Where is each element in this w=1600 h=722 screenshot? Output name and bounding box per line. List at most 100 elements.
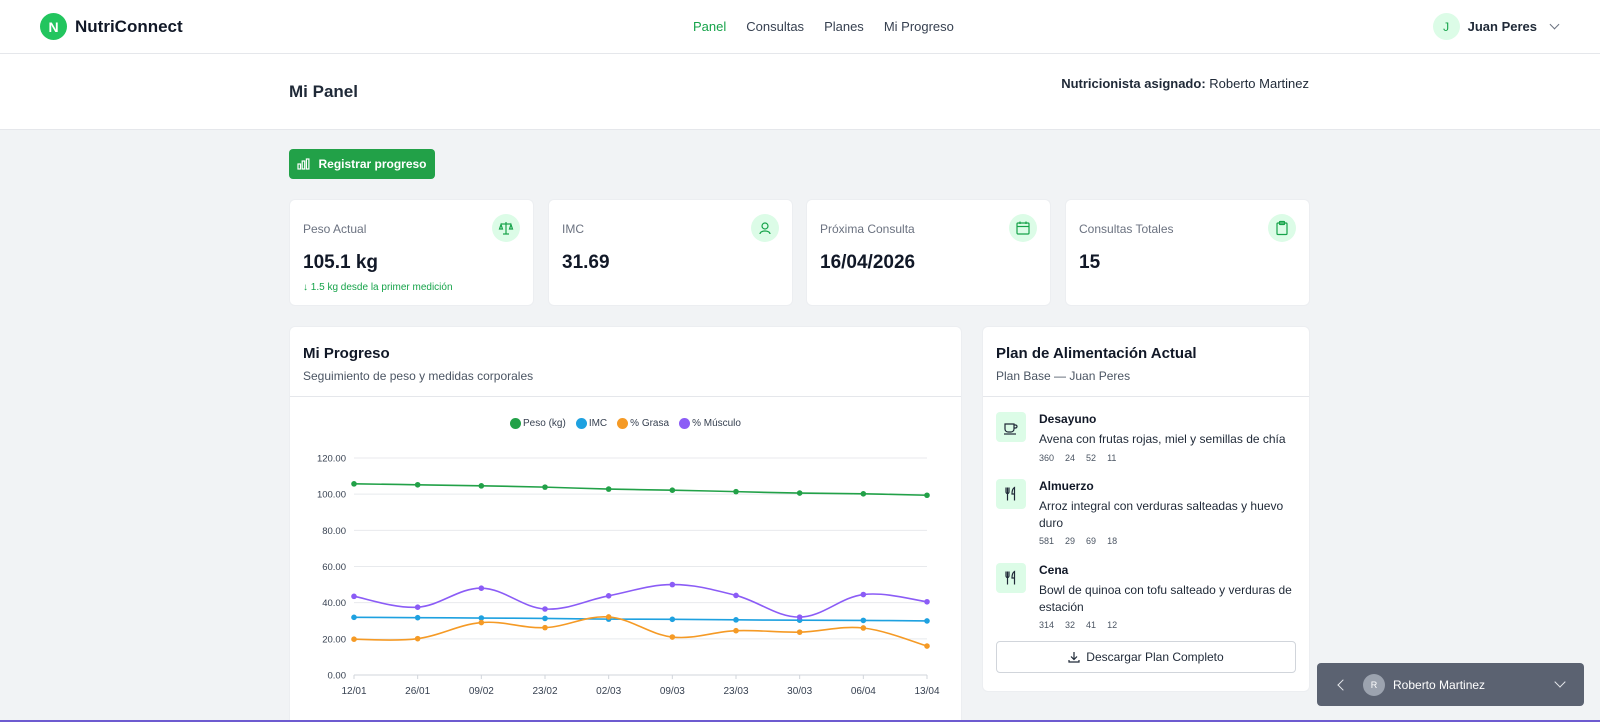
data-point	[860, 491, 867, 497]
data-point	[478, 483, 485, 489]
progress-chart: 0.00 20.00 40.00 60.00 80.00 100.00 120.00 12/0…	[317, 454, 940, 698]
user-icon	[751, 214, 779, 242]
x-tick-label: 23/02	[532, 686, 557, 697]
data-point	[796, 490, 803, 496]
meal-description: Bowl de quinoa con tofu salteado y verdu…	[1039, 583, 1292, 614]
meal-name: Cena	[1039, 563, 1069, 577]
meal-description: Avena con frutas rojas, miel y semillas …	[1039, 432, 1286, 446]
stat-card-bmi: IMC 31.69	[548, 199, 793, 306]
data-point	[478, 585, 485, 591]
assigned-nutritionist: Nutricionista asignado: Roberto Martinez	[1061, 76, 1309, 91]
macro-value: 314	[1039, 620, 1055, 630]
legend-item-bmi[interactable]: IMC	[575, 418, 608, 429]
data-point	[924, 492, 930, 499]
stat-card-next-appointment: Próxima Consulta 16/04/2026	[806, 199, 1051, 306]
brand-name: NutriConnect	[75, 16, 183, 36]
data-point	[669, 634, 676, 640]
chart-legend: Peso (kg) IMC % Grasa % Músculo	[290, 418, 961, 429]
legend-swatch	[510, 418, 522, 429]
meal-plan-subtitle: Plan Base — Juan Peres	[996, 369, 1131, 383]
x-tick-label: 23/03	[723, 686, 748, 697]
data-point	[351, 481, 357, 487]
macro-value: 360	[1039, 453, 1055, 463]
progress-card: Mi Progreso Seguimiento de peso y medida…	[289, 326, 962, 722]
data-point	[733, 488, 739, 495]
meal-plan-title: Plan de Alimentación Actual	[996, 345, 1197, 362]
bar-chart-icon	[297, 158, 310, 170]
brand[interactable]: N NutriConnect	[40, 13, 183, 40]
data-point	[733, 592, 739, 599]
meal-macros: 581 29 69 18	[1039, 536, 1117, 546]
download-plan-label: Descargar Plan Completo	[1086, 650, 1224, 664]
x-tick-label: 09/03	[660, 686, 685, 697]
top-navbar: N NutriConnect Panel Consultas Planes Mi…	[0, 0, 1600, 54]
legend-item-fat[interactable]: % Grasa	[617, 418, 669, 429]
register-progress-label: Registrar progreso	[318, 157, 427, 171]
legend-label: IMC	[588, 418, 608, 429]
y-tick-label: 100.00	[317, 490, 346, 501]
data-point	[542, 615, 548, 622]
x-tick-label: 06/04	[851, 686, 876, 697]
meal-name: Desayuno	[1039, 412, 1097, 426]
y-tick-label: 20.00	[322, 634, 346, 645]
macro-value: 11	[1107, 453, 1117, 463]
legend-item-muscle[interactable]: % Músculo	[679, 418, 741, 429]
stat-label: Próxima Consulta	[820, 222, 915, 236]
avatar: R	[1363, 673, 1385, 696]
avatar: J	[1432, 13, 1460, 40]
nutritionist-name: Roberto Martinez	[1209, 76, 1309, 91]
macro-value: 18	[1107, 536, 1118, 546]
series-line-3	[353, 583, 928, 618]
nav-link-planes[interactable]: Planes	[824, 19, 864, 34]
nav-link-panel[interactable]: Panel	[693, 19, 727, 34]
meal-description: Arroz integral con verduras salteadas y …	[1039, 499, 1284, 530]
data-point	[542, 624, 548, 631]
legend-swatch	[575, 418, 587, 429]
data-point	[733, 627, 739, 634]
legend-item-weight[interactable]: Peso (kg)	[510, 418, 566, 429]
data-point	[924, 598, 930, 605]
bottom-strip	[0, 720, 1600, 722]
series-line-1	[353, 616, 928, 622]
data-point	[414, 635, 421, 642]
stat-value: 16/04/2026	[820, 252, 916, 273]
stat-label: IMC	[562, 222, 584, 236]
y-tick-label: 40.00	[322, 598, 346, 609]
user-menu[interactable]: J Juan Peres	[1432, 13, 1560, 40]
data-point	[414, 604, 421, 610]
data-point	[351, 636, 357, 642]
utensils-icon	[996, 479, 1026, 509]
register-progress-button[interactable]: Registrar progreso	[289, 149, 435, 179]
chat-contact-name: Roberto Martinez	[1393, 677, 1486, 692]
divider	[290, 396, 961, 397]
x-tick-label: 09/02	[469, 686, 494, 697]
series-line-0	[353, 483, 928, 497]
macro-value: 24	[1065, 453, 1076, 463]
brand-logo: N	[40, 13, 67, 40]
x-tick-label: 12/01	[341, 686, 366, 697]
data-point	[478, 615, 485, 621]
chat-widget[interactable]: R Roberto Martinez	[1317, 663, 1584, 706]
macro-value: 41	[1086, 620, 1097, 630]
nutritionist-label: Nutricionista asignado:	[1061, 76, 1206, 91]
chevron-down-icon[interactable]	[1554, 676, 1566, 688]
legend-swatch	[617, 418, 629, 429]
nav-link-mi-progreso[interactable]: Mi Progreso	[883, 19, 954, 34]
legend-label: % Grasa	[630, 418, 670, 429]
data-point	[669, 616, 676, 623]
x-tick-label: 30/03	[787, 686, 812, 697]
stat-label: Peso Actual	[303, 222, 367, 236]
macro-value: 69	[1086, 536, 1097, 546]
data-point	[860, 591, 867, 598]
data-point	[924, 618, 930, 624]
data-point	[860, 617, 867, 624]
clipboard-icon	[1268, 214, 1296, 242]
user-name: Juan Peres	[1467, 19, 1537, 34]
nav-link-consultas[interactable]: Consultas	[746, 19, 805, 34]
scale-icon	[492, 214, 520, 242]
y-tick-label: 0.00	[328, 671, 347, 682]
download-plan-button[interactable]: Descargar Plan Completo	[996, 641, 1296, 673]
chevron-left-icon[interactable]	[1337, 678, 1349, 691]
data-point	[351, 593, 357, 600]
stat-value: 15	[1079, 252, 1101, 273]
